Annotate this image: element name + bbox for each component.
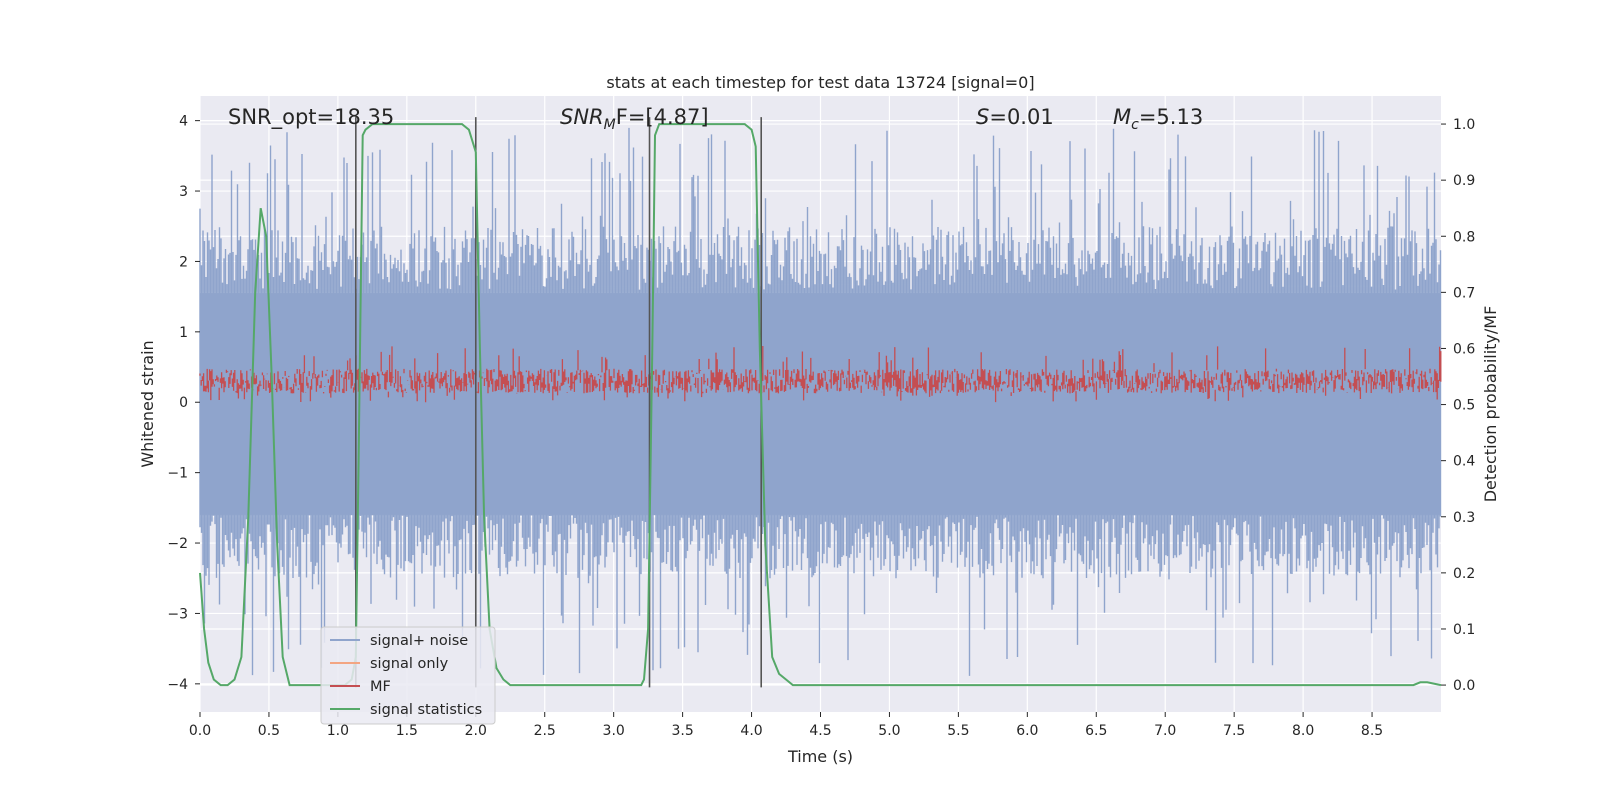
x-tick-label: 7.5	[1223, 723, 1245, 739]
signal-statistics-line	[199, 123, 1442, 687]
x-axis-label: Time (s)	[787, 747, 853, 766]
y-left-tick-label: 3	[179, 184, 188, 200]
x-tick-label: 4.0	[740, 723, 762, 739]
x-tick-label: 1.5	[396, 723, 418, 739]
annotation-s: S=0.01	[976, 105, 1054, 129]
annotation-snr-mf-prefix: SNR	[560, 105, 604, 129]
annotation-snr-opt: SNR_opt=18.35	[228, 105, 394, 130]
y-left-tick-label: −4	[167, 677, 188, 693]
annotation-mc-sub: c	[1131, 117, 1139, 133]
axis-ticks: 0.0 0.5 1.0 1.5 2.0 2.5 3.0 3.5 4.0 4.5 5.0 5.5 6.0 6…	[167, 114, 1475, 739]
x-tick-label: 5.5	[947, 723, 969, 739]
x-tick-label: 0.0	[189, 723, 211, 739]
y-left-tick-label: 1	[179, 325, 188, 341]
legend-label-signal-only: signal only	[370, 656, 449, 672]
legend-label-signal-statistics: signal statistics	[370, 702, 482, 718]
x-tick-label: 7.0	[1154, 723, 1176, 739]
y-right-tick-label: 0.6	[1453, 341, 1475, 357]
y-axis-label-left: Whitened strain	[138, 340, 157, 467]
y-right-tick-label: 1.0	[1453, 117, 1475, 133]
x-tick-label: 3.5	[671, 723, 693, 739]
y-right-tick-label: 0.1	[1453, 622, 1475, 638]
series-signal-statistics	[199, 123, 1442, 687]
x-tick-label: 8.0	[1292, 723, 1314, 739]
annotation-snr-mf-sub: M	[604, 117, 616, 133]
y-left-tick-label: 0	[179, 395, 188, 411]
annotation-s-prefix: S	[976, 105, 989, 129]
x-tick-label: 0.5	[258, 723, 280, 739]
annotation-s-suffix: =0.01	[989, 105, 1053, 129]
annotation-snr-mf-suffix: F=[4.87]	[616, 105, 709, 129]
x-tick-label: 6.5	[1085, 723, 1107, 739]
y-right-tick-label: 0.5	[1453, 398, 1475, 414]
y-right-tick-label: 0.2	[1453, 566, 1475, 582]
y-right-tick-label: 0.9	[1453, 173, 1475, 189]
x-tick-label: 4.5	[809, 723, 831, 739]
y-left-tick-label: −1	[167, 466, 188, 482]
x-tick-label: 2.5	[534, 723, 556, 739]
y-left-tick-label: 4	[179, 114, 188, 130]
x-tick-label: 1.0	[327, 723, 349, 739]
x-tick-label: 2.0	[465, 723, 487, 739]
annotation-mc: Mc=5.13	[1113, 105, 1203, 133]
legend-label-mf: MF	[370, 679, 391, 695]
chart-title: stats at each timestep for test data 137…	[606, 73, 1034, 92]
annotation-mc-suffix: =5.13	[1139, 105, 1203, 129]
y-right-tick-label: 0.4	[1453, 454, 1475, 470]
y-left-tick-label: −3	[167, 606, 188, 622]
annotation-snr-mf: SNRMF=[4.87]	[560, 105, 709, 133]
x-tick-label: 5.0	[878, 723, 900, 739]
legend: signal+ noise signal only MF signal stat…	[320, 626, 496, 725]
y-left-tick-label: −2	[167, 536, 188, 552]
x-tick-label: 3.0	[603, 723, 625, 739]
x-tick-label: 8.5	[1361, 723, 1383, 739]
legend-label-signal-noise: signal+ noise	[370, 633, 468, 649]
y-right-tick-label: 0.7	[1453, 285, 1475, 301]
y-right-tick-label: 0.3	[1453, 510, 1475, 526]
series-signal-noise	[199, 127, 1442, 676]
y-left-tick-label: 2	[179, 254, 188, 270]
y-axis-label-right: Detection probability/MF	[1481, 306, 1500, 503]
y-right-tick-label: 0.0	[1453, 678, 1475, 694]
x-tick-label: 6.0	[1016, 723, 1038, 739]
y-right-tick-label: 0.8	[1453, 229, 1475, 245]
legend-box	[320, 626, 496, 725]
annotation-mc-prefix: M	[1113, 105, 1131, 129]
